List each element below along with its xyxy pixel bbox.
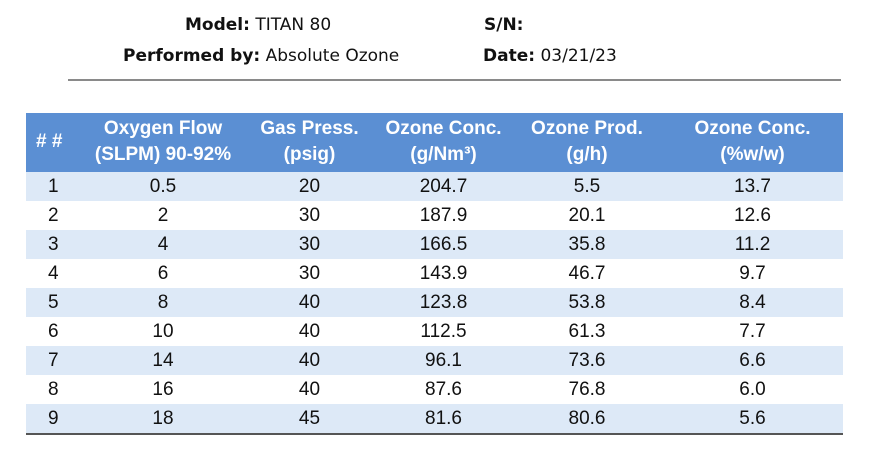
cell-ozone-concentration: 204.7 (375, 172, 512, 201)
cell-ozone-production: 46.7 (512, 259, 662, 288)
model-value: TITAN 80 (255, 15, 332, 35)
cell-index: 9 (26, 404, 82, 435)
cell-ozone-concentration-weight: 7.7 (662, 317, 843, 346)
cell-ozone-concentration: 123.8 (375, 288, 512, 317)
table-row: 8 16 40 87.6 76.8 6.0 (26, 375, 843, 404)
column-header-line1: Ozone Prod. (531, 118, 643, 139)
cell-oxygen-flow: 14 (82, 346, 244, 375)
cell-ozone-production: 20.1 (512, 201, 662, 230)
cell-ozone-concentration: 166.5 (375, 230, 512, 259)
cell-ozone-concentration-weight: 6.6 (662, 346, 843, 375)
cell-ozone-production: 61.3 (512, 317, 662, 346)
cell-ozone-concentration-weight: 6.0 (662, 375, 843, 404)
cell-oxygen-flow: 16 (82, 375, 244, 404)
cell-index: 1 (26, 172, 82, 201)
date-field: Date: 03/21/23 (483, 46, 617, 66)
cell-ozone-concentration: 187.9 (375, 201, 512, 230)
cell-oxygen-flow: 18 (82, 404, 244, 435)
serial-number-field: S/N: (484, 15, 523, 35)
performed-by-value: Absolute Ozone (265, 46, 400, 66)
column-header-line1: Ozone Conc. (385, 118, 502, 139)
table-body: 1 0.5 20 204.7 5.5 13.7 2 2 30 187.9 20.1 12.6 3 4 30 1… (26, 172, 843, 435)
table-row: 3 4 30 166.5 35.8 11.2 (26, 230, 843, 259)
table-row: 9 18 45 81.6 80.6 5.6 (26, 404, 843, 435)
header-row: # # Oxygen Flow (SLPM) 90-92% Gas Press.… (26, 113, 843, 172)
table-row: 1 0.5 20 204.7 5.5 13.7 (26, 172, 843, 201)
cell-ozone-concentration-weight: 12.6 (662, 201, 843, 230)
column-header-oxygen-flow: Oxygen Flow (SLPM) 90-92% (82, 113, 244, 172)
cell-gas-pressure: 40 (244, 288, 375, 317)
cell-gas-pressure: 30 (244, 230, 375, 259)
cell-ozone-concentration-weight: 13.7 (662, 172, 843, 201)
cell-gas-pressure: 30 (244, 201, 375, 230)
cell-ozone-production: 73.6 (512, 346, 662, 375)
column-header-line2: (g/h) (566, 144, 608, 165)
column-header-ozone-concentration: Ozone Conc. (g/Nm³) (375, 113, 512, 172)
cell-index: 4 (26, 259, 82, 288)
column-header-gas-pressure: Gas Press. (psig) (244, 113, 375, 172)
performed-by-label: Performed by: (123, 46, 261, 66)
column-header-index: # # (26, 113, 82, 172)
cell-oxygen-flow: 6 (82, 259, 244, 288)
serial-number-label: S/N: (484, 15, 524, 35)
column-header-line1: # # (36, 131, 63, 152)
cell-gas-pressure: 20 (244, 172, 375, 201)
cell-gas-pressure: 40 (244, 346, 375, 375)
cell-ozone-production: 80.6 (512, 404, 662, 435)
column-header-line1: Gas Press. (260, 118, 359, 139)
cell-ozone-production: 53.8 (512, 288, 662, 317)
table-row: 5 8 40 123.8 53.8 8.4 (26, 288, 843, 317)
column-header-line2: (SLPM) 90-92% (94, 144, 232, 165)
ozone-performance-table: # # Oxygen Flow (SLPM) 90-92% Gas Press.… (26, 113, 843, 435)
cell-index: 3 (26, 230, 82, 259)
cell-ozone-concentration-weight: 5.6 (662, 404, 843, 435)
cell-index: 2 (26, 201, 82, 230)
cell-ozone-concentration: 143.9 (375, 259, 512, 288)
header-divider (68, 79, 841, 81)
date-value: 03/21/23 (540, 46, 617, 66)
cell-oxygen-flow: 8 (82, 288, 244, 317)
cell-oxygen-flow: 0.5 (82, 172, 244, 201)
cell-oxygen-flow: 10 (82, 317, 244, 346)
cell-gas-pressure: 40 (244, 317, 375, 346)
cell-gas-pressure: 45 (244, 404, 375, 435)
model-label: Model: (185, 15, 250, 35)
table-row: 7 14 40 96.1 73.6 6.6 (26, 346, 843, 375)
column-header-ozone-concentration-weight: Ozone Conc. (%w/w) (662, 113, 843, 172)
column-header-ozone-production: Ozone Prod. (g/h) (512, 113, 662, 172)
table-header: # # Oxygen Flow (SLPM) 90-92% Gas Press.… (26, 113, 843, 172)
cell-ozone-concentration-weight: 8.4 (662, 288, 843, 317)
cell-index: 8 (26, 375, 82, 404)
performed-by-field: Performed by: Absolute Ozone (123, 46, 399, 66)
cell-oxygen-flow: 2 (82, 201, 244, 230)
cell-ozone-concentration-weight: 11.2 (662, 230, 843, 259)
column-header-line2: (psig) (283, 144, 336, 165)
cell-ozone-concentration-weight: 9.7 (662, 259, 843, 288)
cell-oxygen-flow: 4 (82, 230, 244, 259)
cell-gas-pressure: 40 (244, 375, 375, 404)
cell-index: 5 (26, 288, 82, 317)
cell-index: 6 (26, 317, 82, 346)
cell-ozone-concentration: 87.6 (375, 375, 512, 404)
cell-ozone-production: 5.5 (512, 172, 662, 201)
cell-ozone-production: 35.8 (512, 230, 662, 259)
date-label: Date: (483, 46, 536, 66)
table-row: 2 2 30 187.9 20.1 12.6 (26, 201, 843, 230)
cell-ozone-concentration: 81.6 (375, 404, 512, 435)
column-header-line2: (g/Nm³) (410, 144, 477, 165)
cell-index: 7 (26, 346, 82, 375)
cell-gas-pressure: 30 (244, 259, 375, 288)
column-header-line1: Ozone Conc. (694, 118, 811, 139)
column-header-line2: (%w/w) (720, 144, 785, 165)
column-header-line1: Oxygen Flow (103, 118, 223, 139)
table-row: 6 10 40 112.5 61.3 7.7 (26, 317, 843, 346)
cell-ozone-concentration: 96.1 (375, 346, 512, 375)
table-row: 4 6 30 143.9 46.7 9.7 (26, 259, 843, 288)
cell-ozone-production: 76.8 (512, 375, 662, 404)
model-field: Model: TITAN 80 (185, 15, 331, 35)
cell-ozone-concentration: 112.5 (375, 317, 512, 346)
